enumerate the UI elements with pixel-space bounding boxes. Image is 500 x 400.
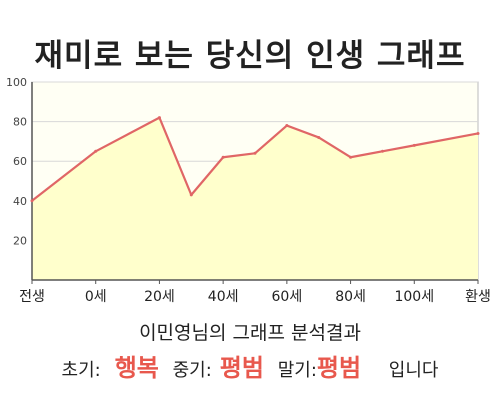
data-point bbox=[412, 143, 416, 147]
chart-title: 재미로 보는 당신의 인생 그래프 bbox=[34, 38, 466, 74]
data-point bbox=[476, 131, 480, 135]
data-point bbox=[349, 155, 353, 159]
y-tick-label-100: 100 bbox=[6, 76, 27, 89]
early-label: 초기: bbox=[61, 360, 101, 381]
ending-text: 입니다 bbox=[388, 360, 439, 381]
x-tick-label: 0세 bbox=[85, 289, 107, 305]
analysis-summary: 초기: 행복 중기: 평범 말기:평범 입니다 bbox=[0, 348, 500, 383]
x-tick-label: 60세 bbox=[272, 289, 303, 305]
middle-label: 중기: bbox=[172, 360, 212, 381]
y-tick-label-80: 80 bbox=[13, 116, 27, 129]
life-area-fill bbox=[32, 117, 478, 280]
data-point bbox=[253, 151, 257, 155]
data-point bbox=[317, 135, 321, 139]
late-value: 평범 bbox=[316, 354, 362, 382]
y-tick-label-40: 40 bbox=[13, 195, 27, 208]
analysis-subtitle: 이민영님의 그래프 분석결과 bbox=[139, 322, 361, 344]
x-tick-label: 80세 bbox=[335, 289, 366, 305]
data-point bbox=[157, 116, 161, 120]
y-tick-label-20: 20 bbox=[13, 234, 27, 247]
late-label: 말기: bbox=[277, 360, 317, 381]
data-point bbox=[285, 124, 289, 128]
data-point bbox=[94, 149, 98, 153]
x-tick-label: 환생 bbox=[465, 289, 491, 305]
x-tick-label: 100세 bbox=[394, 289, 434, 305]
x-tick-label: 전생 bbox=[19, 289, 45, 305]
data-point bbox=[221, 155, 225, 159]
x-tick-label: 40세 bbox=[208, 289, 239, 305]
data-point bbox=[380, 149, 384, 153]
data-point bbox=[189, 193, 193, 197]
y-tick-label-60: 60 bbox=[13, 155, 27, 168]
x-tick-label: 20세 bbox=[144, 289, 175, 305]
early-value: 행복 bbox=[114, 354, 159, 382]
life-line bbox=[31, 116, 479, 202]
middle-value: 평범 bbox=[219, 354, 264, 382]
data-point bbox=[30, 199, 34, 203]
